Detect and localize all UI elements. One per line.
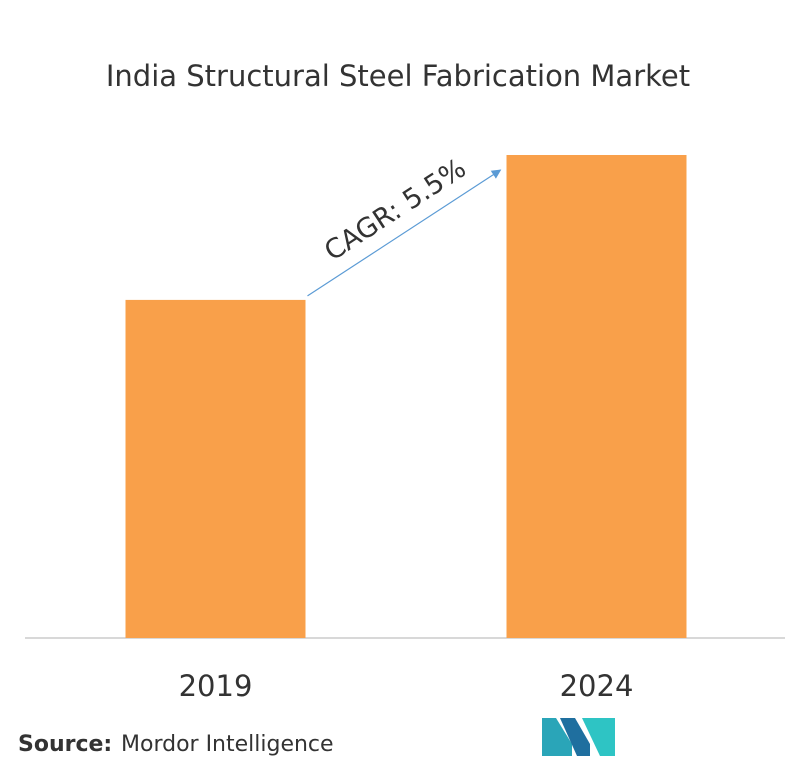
- cagr-label: CAGR: 5.5%: [319, 153, 472, 267]
- x-tick-label: 2024: [560, 669, 634, 703]
- bar: [125, 299, 306, 638]
- source-label: Source:: [18, 732, 112, 757]
- logo: [542, 718, 615, 756]
- source-name: Mordor Intelligence: [121, 732, 334, 757]
- bar: [506, 155, 687, 638]
- cagr-arrow: [307, 169, 502, 297]
- x-tick-label: 2019: [179, 669, 253, 703]
- chart-title: India Structural Steel Fabrication Marke…: [106, 59, 690, 93]
